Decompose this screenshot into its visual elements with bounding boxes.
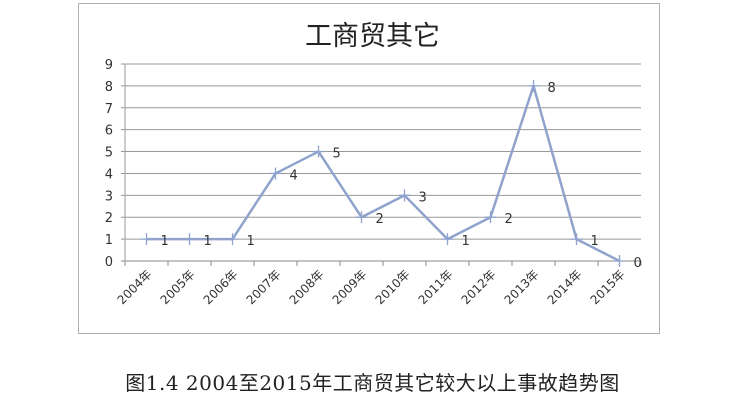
data-label: 2 [376, 212, 384, 227]
data-label: 1 [204, 234, 212, 249]
data-point-marker [527, 79, 540, 92]
data-label: 4 [290, 168, 298, 183]
data-label: 1 [591, 234, 599, 249]
data-point-marker [269, 167, 282, 180]
data-point-marker [613, 255, 626, 267]
y-tick-label: 1 [105, 233, 113, 248]
x-tick-label: 2004年 [115, 267, 155, 307]
x-tick-label: 2005年 [158, 267, 198, 307]
x-tick-label: 2012年 [459, 267, 499, 307]
x-tick-label: 2011年 [416, 267, 456, 307]
data-label: 3 [419, 190, 427, 205]
data-label: 1 [462, 234, 470, 249]
chart-frame [78, 3, 660, 334]
x-tick-label: 2006年 [201, 267, 241, 307]
data-point-marker [226, 233, 239, 246]
y-tick-label: 0 [105, 255, 113, 270]
data-point-marker [183, 233, 196, 246]
data-label: 5 [333, 147, 341, 162]
data-point-marker [398, 189, 411, 202]
data-point-marker [355, 211, 368, 224]
figure-caption: 图1.4 2004至2015年工商贸其它较大以上事故趋势图 [125, 371, 620, 395]
y-tick-label: 8 [105, 80, 113, 95]
y-tick-label: 9 [105, 58, 113, 73]
data-label: 0 [634, 256, 642, 271]
data-label: 1 [247, 234, 255, 249]
data-label: 8 [548, 81, 556, 96]
y-tick-label: 7 [105, 102, 113, 117]
data-point-marker [570, 233, 583, 246]
series-line [146, 84, 621, 263]
data-point-marker [312, 145, 325, 158]
y-tick-label: 3 [105, 189, 113, 204]
data-point-marker [441, 233, 454, 246]
data-label: 2 [505, 212, 513, 227]
chart-title: 工商贸其它 [305, 21, 440, 52]
y-tick-label: 4 [105, 167, 113, 182]
y-tick-label: 6 [105, 124, 113, 139]
y-tick-label: 5 [105, 146, 113, 161]
data-point-marker [140, 233, 153, 246]
x-tick-label: 2007年 [244, 267, 284, 307]
x-tick-label: 2013年 [502, 267, 542, 307]
x-tick-label: 2008年 [287, 267, 327, 307]
data-point-marker [484, 211, 497, 224]
data-label: 1 [161, 234, 169, 249]
x-tick-label: 2010年 [373, 267, 413, 307]
y-tick-label: 2 [105, 211, 113, 226]
x-tick-label: 2009年 [330, 267, 370, 307]
x-tick-label: 2015年 [588, 267, 628, 307]
x-tick-label: 2014年 [545, 267, 585, 307]
